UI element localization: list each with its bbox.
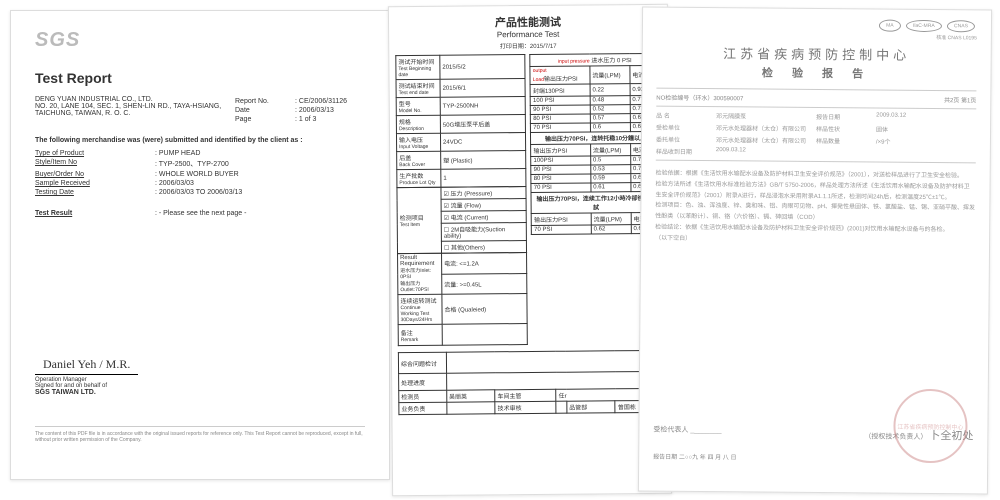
company: DENG YUAN INDUSTRIAL CO., LTD. bbox=[35, 96, 235, 103]
sgs-report: SGS Test Report DENG YUAN INDUSTRIAL CO.… bbox=[10, 10, 390, 480]
print-date: 打印日期：2015/7/17 bbox=[395, 40, 661, 51]
page-label: Page bbox=[235, 116, 295, 123]
cdc-report: MA IlaC-MRA CNAS 核准 CNAS L0195 江苏省疾病预防控制… bbox=[638, 6, 992, 494]
field-label: Type of Product bbox=[35, 150, 155, 157]
report-no-label: Report No. bbox=[235, 98, 295, 105]
signature-block: Daniel Yeh / M.R. Operation Manager Sign… bbox=[35, 357, 365, 396]
footer-disclaimer: The content of this PDF file is in accor… bbox=[35, 426, 365, 443]
left-info-table: 测试开始时间Test Beginning date2015/5/2测试结束时间T… bbox=[395, 54, 526, 188]
field-label: Sample Received bbox=[35, 180, 155, 187]
result-value: : - Please see the next page - bbox=[155, 210, 365, 217]
test-items-table: 检测项目Test Item☑ 压力 (Pressure) ☑ 流量 (Flow)… bbox=[396, 186, 527, 254]
field-label: Testing Date bbox=[35, 189, 155, 196]
cdc-subtitle: 检 验 报 告 bbox=[656, 64, 976, 83]
bottom-table: 综合问题检讨 处理进度 检测员吴丽英车间主管任r 业务负责技术审核品管部曾国栋 bbox=[398, 350, 665, 415]
field-value: : PUMP HEAD bbox=[155, 150, 365, 157]
report-date: : 2006/03/13 bbox=[295, 107, 334, 114]
cdc-body-text: 检验依据：根据《生活饮用水输配水设备及防护材料卫生安全评价规范》（2001），对… bbox=[655, 169, 976, 247]
field-label: Buyer/Order No bbox=[35, 171, 155, 178]
field-value: : 2006/03/03 TO 2006/03/13 bbox=[155, 189, 365, 196]
sgs-logo: SGS bbox=[35, 29, 365, 52]
org: SGS TAIWAN LTD. bbox=[35, 389, 365, 396]
official-stamp: 江苏省疾病预防控制中心 bbox=[893, 389, 968, 464]
report-no: : CE/2006/31126 bbox=[295, 98, 347, 105]
date-label: Date bbox=[235, 107, 295, 114]
report-page: : 1 of 3 bbox=[295, 116, 316, 123]
addr2: TAICHUNG, TAIWAN, R. O. C. bbox=[35, 110, 235, 117]
cdc-title: 江苏省疾病预防控制中心 bbox=[657, 43, 977, 65]
field-label: Style/Item No bbox=[35, 159, 155, 169]
field-value: : 2006/03/03 bbox=[155, 180, 365, 187]
addr1: NO. 20, LANE 104, SEC. 1, SHEN-LIN RD., … bbox=[35, 103, 235, 110]
field-value: : TYP-2500、TYP-2700 bbox=[155, 159, 365, 169]
cert-logos: MA IlaC-MRA CNAS 核准 CNAS L0195 bbox=[657, 18, 977, 42]
field-value: : WHOLE WORLD BUYER bbox=[155, 171, 365, 178]
perf-title-en: Performance Test bbox=[395, 29, 661, 40]
signature: Daniel Yeh / M.R. bbox=[35, 357, 138, 375]
performance-test: 产品性能测试 Performance Test 打印日期：2015/7/17 测… bbox=[388, 4, 672, 496]
requirement-table: Result Requirement进水压力Inlet: 0PSI输出压力Out… bbox=[397, 252, 528, 346]
intro: The following merchandise was (were) sub… bbox=[35, 137, 365, 144]
result-label: Test Result bbox=[35, 210, 155, 217]
report-title: Test Report bbox=[35, 70, 365, 86]
